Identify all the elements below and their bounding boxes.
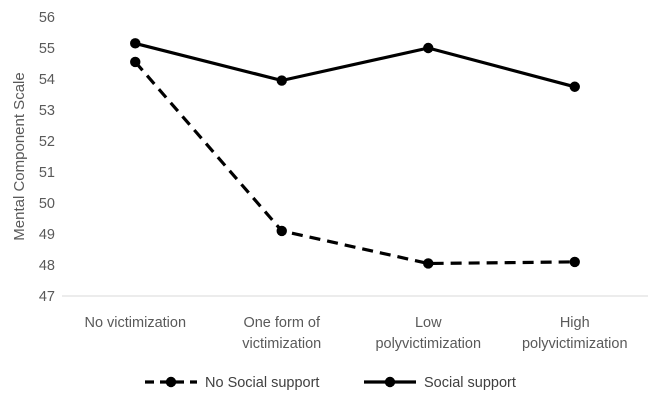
x-axis-categories: No victimization One form of victimization… [84, 315, 627, 352]
legend-swatch-marker [165, 376, 177, 388]
y-tick-label: 47 [39, 289, 55, 305]
series-line-social-support [134, 41, 576, 89]
data-point [130, 56, 141, 68]
x-category-label: polyvictimization [375, 336, 481, 352]
y-tick-label: 49 [39, 227, 55, 243]
data-point [130, 38, 141, 49]
data-point [423, 42, 434, 54]
x-category-label: No victimization [84, 315, 186, 331]
legend-label: Social support [424, 375, 516, 391]
x-category-label: Low [415, 315, 442, 331]
x-category-label: One form of [243, 315, 321, 331]
y-axis-title: Mental Component Scale [11, 72, 28, 240]
data-point [276, 75, 287, 86]
x-category-label: victimization [242, 336, 321, 352]
y-tick-label: 48 [39, 258, 55, 274]
y-tick-label: 55 [39, 41, 55, 57]
series-line-no-social-support [134, 60, 575, 266]
y-tick-label: 53 [39, 103, 55, 119]
legend-label: No Social support [205, 375, 319, 391]
series-layer [130, 38, 580, 269]
y-tick-label: 56 [39, 10, 55, 26]
data-point [276, 225, 287, 237]
data-point [423, 258, 434, 269]
data-point [569, 256, 580, 268]
x-category-label: polyvictimization [522, 336, 628, 352]
y-tick-label: 54 [39, 72, 55, 88]
y-tick-label: 50 [39, 196, 55, 212]
data-point [569, 81, 580, 92]
y-tick-label: 52 [39, 134, 55, 150]
legend-swatch-marker [384, 376, 396, 388]
y-axis-ticks: 47 48 49 50 51 52 53 54 55 56 [39, 10, 55, 305]
x-category-label: High [560, 315, 590, 331]
y-tick-label: 51 [39, 165, 55, 181]
legend: No Social support Social support [145, 375, 516, 391]
